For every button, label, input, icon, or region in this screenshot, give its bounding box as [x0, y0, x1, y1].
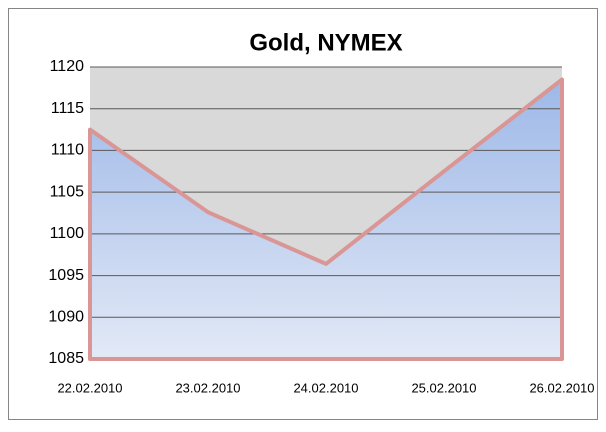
y-tick-label: 1115 [51, 100, 84, 117]
y-tick-label: 1100 [50, 225, 85, 242]
chart-title: Gold, NYMEX [249, 29, 402, 56]
y-tick-label: 1095 [48, 267, 84, 284]
x-tick-label: 22.02.2010 [57, 380, 122, 395]
x-tick-label: 26.02.2010 [529, 380, 594, 395]
y-tick-label: 1090 [48, 309, 84, 326]
x-tick-label: 24.02.2010 [293, 380, 358, 395]
y-tick-label: 1120 [50, 58, 85, 75]
y-tick-label: 1085 [48, 350, 84, 367]
y-tick-label: 1110 [51, 142, 84, 159]
y-tick-label: 1105 [50, 183, 85, 200]
x-tick-label: 25.02.2010 [411, 380, 476, 395]
area [90, 79, 562, 359]
area-outline [88, 77, 564, 361]
x-tick-label: 23.02.2010 [175, 380, 240, 395]
